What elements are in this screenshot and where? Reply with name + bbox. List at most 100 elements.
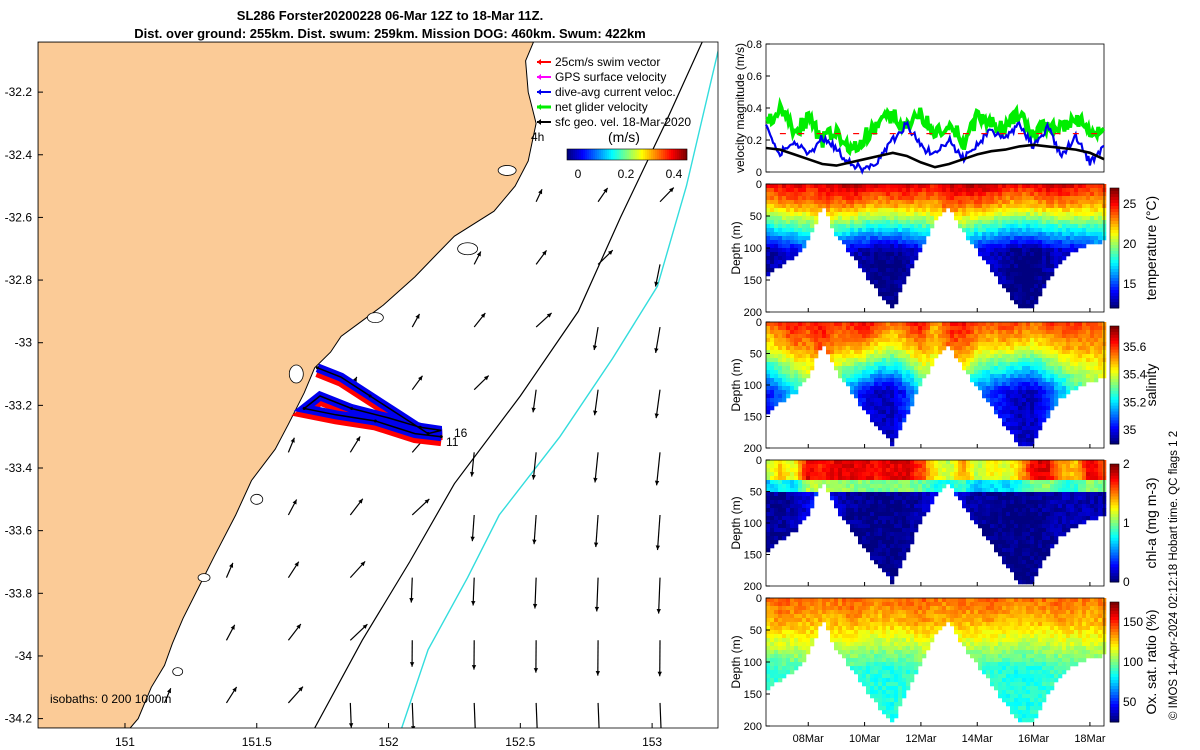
section-cell (838, 350, 843, 355)
section-cell (882, 216, 887, 221)
section-cell (862, 528, 867, 533)
section-cell (1082, 378, 1087, 383)
section-cell (906, 484, 911, 489)
section-cell (838, 342, 843, 347)
section-cell (766, 264, 771, 269)
section-cell (810, 342, 815, 347)
section-cell (982, 240, 987, 245)
section-cell (1014, 422, 1019, 427)
section-cell (1078, 370, 1083, 375)
section-cell (998, 252, 1003, 257)
section-cell (1022, 418, 1027, 423)
geo-arrow (656, 452, 661, 486)
section-cell (858, 196, 863, 201)
map-colorbar-cell (655, 149, 658, 160)
section-cell (1098, 326, 1103, 331)
section-cell (958, 476, 963, 481)
section-cell (806, 188, 811, 193)
section-cell (782, 496, 787, 501)
section-cell (986, 532, 991, 537)
section-cell (874, 390, 879, 395)
section-cell (922, 330, 927, 335)
section-cell (902, 362, 907, 367)
section-cell (910, 484, 915, 489)
section-cell (874, 536, 879, 541)
section-cell (1046, 468, 1051, 473)
section-cell (998, 524, 1003, 529)
section-cell (1090, 346, 1095, 351)
section-cell (886, 272, 891, 277)
section-cell (1022, 528, 1027, 533)
section-cell (1082, 212, 1087, 217)
section-cell (874, 540, 879, 545)
section-cell (958, 480, 963, 485)
section-cell (1022, 472, 1027, 477)
section-cell (994, 520, 999, 525)
section-cell (1062, 394, 1067, 399)
section-cell (1026, 304, 1031, 309)
section-cell (862, 476, 867, 481)
section-cell (802, 342, 807, 347)
section-cell (1070, 224, 1075, 229)
section-cell (866, 256, 871, 261)
map-colorbar-cell (611, 149, 614, 160)
section-cell (1074, 342, 1079, 347)
section-cell (1002, 422, 1007, 427)
section-cell (838, 232, 843, 237)
section-cell (1050, 346, 1055, 351)
section-cell (1010, 504, 1015, 509)
section-cell (926, 326, 931, 331)
section-cell (858, 464, 863, 469)
section-cell (958, 492, 963, 497)
section-cell (1010, 322, 1015, 327)
section-cell (866, 244, 871, 249)
section-cell (818, 484, 823, 489)
section-cell (998, 268, 1003, 273)
section-cell (770, 256, 775, 261)
section-cell (1022, 252, 1027, 257)
section-cell (998, 216, 1003, 221)
section-cell (1082, 366, 1087, 371)
section-cell (1026, 232, 1031, 237)
section-cell (890, 422, 895, 427)
section-cell (1034, 216, 1039, 221)
section-cell (894, 220, 899, 225)
section-cell (986, 370, 991, 375)
section-cell (1030, 260, 1035, 265)
geo-arrow-head (669, 187, 674, 193)
section-cell (1026, 544, 1031, 549)
section-cell (898, 544, 903, 549)
section-cell (1022, 460, 1027, 465)
section-cell (914, 256, 919, 261)
section-colorbar-cell (1110, 293, 1119, 297)
section-cell (1022, 480, 1027, 485)
section-cell (1042, 508, 1047, 513)
section-cell (994, 464, 999, 469)
section-cell (1002, 276, 1007, 281)
section-cell (894, 418, 899, 423)
section-cell (914, 480, 919, 485)
section-cell (878, 386, 883, 391)
section-cell (854, 528, 859, 533)
section-cell (814, 346, 819, 351)
section-cell (934, 350, 939, 355)
section-cell (850, 382, 855, 387)
section-cell (1042, 256, 1047, 261)
section-cell (766, 532, 771, 537)
section-cell (1010, 370, 1015, 375)
section-cell (890, 406, 895, 411)
section-cell (922, 184, 927, 189)
section-cell (1014, 342, 1019, 347)
section-cell (982, 480, 987, 485)
section-cell (986, 374, 991, 379)
section-cell (926, 208, 931, 213)
section-cell (1090, 232, 1095, 237)
section-cell (866, 342, 871, 347)
section-cell (926, 342, 931, 347)
section-cell (894, 272, 899, 277)
section-cell (914, 382, 919, 387)
section-cell (838, 326, 843, 331)
section-cell (810, 330, 815, 335)
section-cell (842, 224, 847, 229)
section-cell (998, 276, 1003, 281)
